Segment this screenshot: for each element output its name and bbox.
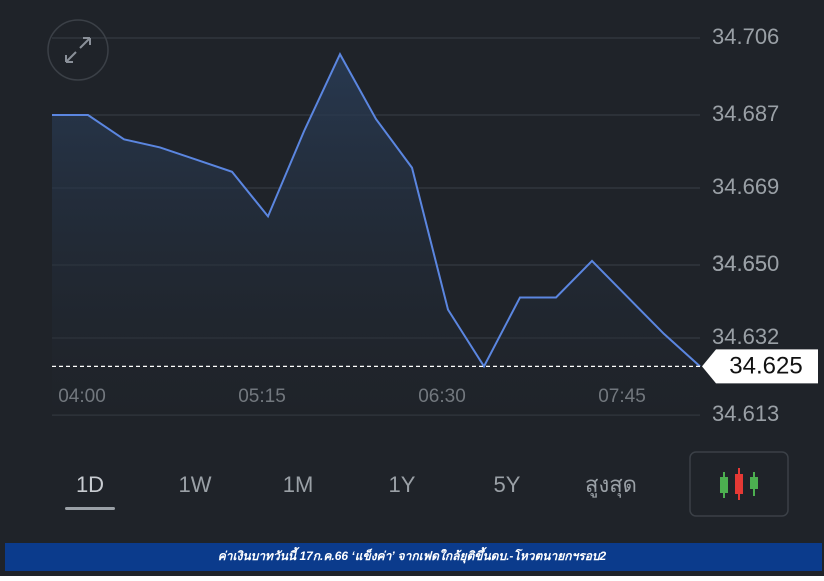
candle-icon [720, 468, 758, 500]
area [52, 54, 700, 415]
y-tick-label: 34.706 [712, 24, 779, 49]
y-tick-label: 34.65 [712, 251, 767, 276]
line [52, 52, 701, 369]
expand-icon [65, 37, 91, 63]
expand-button[interactable] [47, 19, 109, 81]
tab-underline [65, 507, 115, 510]
tab[interactable]: 1M [283, 472, 314, 497]
tab[interactable]: 1W [179, 472, 212, 497]
tab[interactable]: 5Y [494, 472, 521, 497]
y-tick-label: 34.687 [712, 101, 779, 126]
y-tick-label: 34.632 [712, 324, 779, 349]
caption-bar [5, 543, 822, 571]
last-value-label: 34.625 [729, 353, 802, 380]
y-tick-label: 34.650 [712, 251, 779, 276]
y-tick-label: 34.613 [712, 401, 779, 426]
tab[interactable]: 1Y [389, 472, 416, 497]
tab[interactable]: สูงสุด [585, 472, 637, 498]
y-tick-label: 34.669 [712, 174, 779, 199]
tab[interactable]: 1D [76, 472, 104, 497]
last-value-tag [702, 349, 818, 384]
caption: ค่าเงินบาทวันนี้ 17ก.ค.66 ‘แข็งค่า’ จากเ… [218, 547, 607, 564]
